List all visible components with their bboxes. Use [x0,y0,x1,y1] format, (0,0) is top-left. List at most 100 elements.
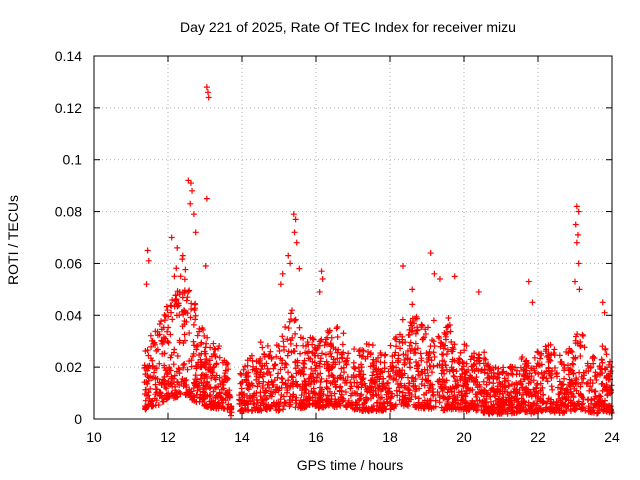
data-point [438,385,445,392]
data-point [385,393,392,400]
data-point [306,393,313,400]
data-point [587,383,594,390]
data-point [364,385,371,392]
data-point [216,354,223,361]
data-point [444,396,451,403]
data-point [203,393,210,400]
data-point [570,394,577,401]
data-point [579,406,586,413]
data-point [537,355,544,362]
data-point [358,391,365,398]
data-point [526,370,533,377]
data-point [544,398,551,405]
data-point [144,367,151,374]
data-point [573,405,580,412]
data-point [537,380,544,387]
data-point [281,364,288,371]
data-point [225,366,232,373]
data-point [430,338,437,345]
data-point [286,403,293,410]
data-point [142,405,149,412]
data-point [538,350,545,357]
data-point [172,292,179,299]
data-point [190,385,197,392]
data-point [374,399,381,406]
data-point [307,381,314,388]
data-point [267,371,274,378]
data-point [351,346,358,353]
data-point [556,352,563,359]
data-point [169,383,176,390]
data-point [215,345,222,352]
data-point [152,402,159,409]
x-tick-label: 18 [382,429,398,445]
data-point [409,286,416,293]
data-point [451,392,458,399]
data-point [147,385,154,392]
data-point [460,363,467,370]
data-point [332,359,339,366]
data-point [169,316,176,323]
data-point [317,379,324,386]
data-point [313,346,320,353]
data-point [210,350,217,357]
data-point [286,318,293,325]
data-point [535,349,542,356]
data-point [212,394,219,401]
data-point [158,393,165,400]
data-point [600,407,607,414]
data-point [528,391,535,398]
data-point [298,392,305,399]
data-point [253,365,260,372]
data-point [168,373,175,380]
data-point [501,400,508,407]
data-point [216,389,223,396]
data-point [197,356,204,363]
data-point [481,387,488,394]
data-point [420,334,427,341]
data-point [359,376,366,383]
data-point [400,351,407,358]
data-point [407,319,414,326]
data-point [594,410,601,417]
data-point [242,372,249,379]
data-point [518,381,525,388]
data-point [168,352,175,359]
data-point [222,397,229,404]
data-point [387,342,394,349]
data-point [572,401,579,408]
data-point [350,374,357,381]
data-point [531,354,538,361]
data-point [277,366,284,373]
data-point [257,389,264,396]
data-point [459,371,466,378]
data-point [494,383,501,390]
data-point [170,361,177,368]
data-point [292,330,299,337]
x-tick-label: 24 [604,429,620,445]
data-point [424,367,431,374]
data-point [287,399,294,406]
data-point [261,350,268,357]
data-point [481,355,488,362]
data-point [144,347,151,354]
data-point [430,404,437,411]
data-point [189,187,196,194]
data-point [372,380,379,387]
data-point [154,328,161,335]
data-point [223,361,230,368]
data-point [386,385,393,392]
data-point [543,346,550,353]
data-point [427,343,434,350]
data-point [555,395,562,402]
data-point [344,373,351,380]
data-point [144,372,151,379]
data-point [494,374,501,381]
data-point [584,360,591,367]
data-point [405,380,412,387]
data-point [264,342,271,349]
data-point [190,211,197,218]
data-point [262,387,269,394]
data-point [561,365,568,372]
data-point [496,371,503,378]
